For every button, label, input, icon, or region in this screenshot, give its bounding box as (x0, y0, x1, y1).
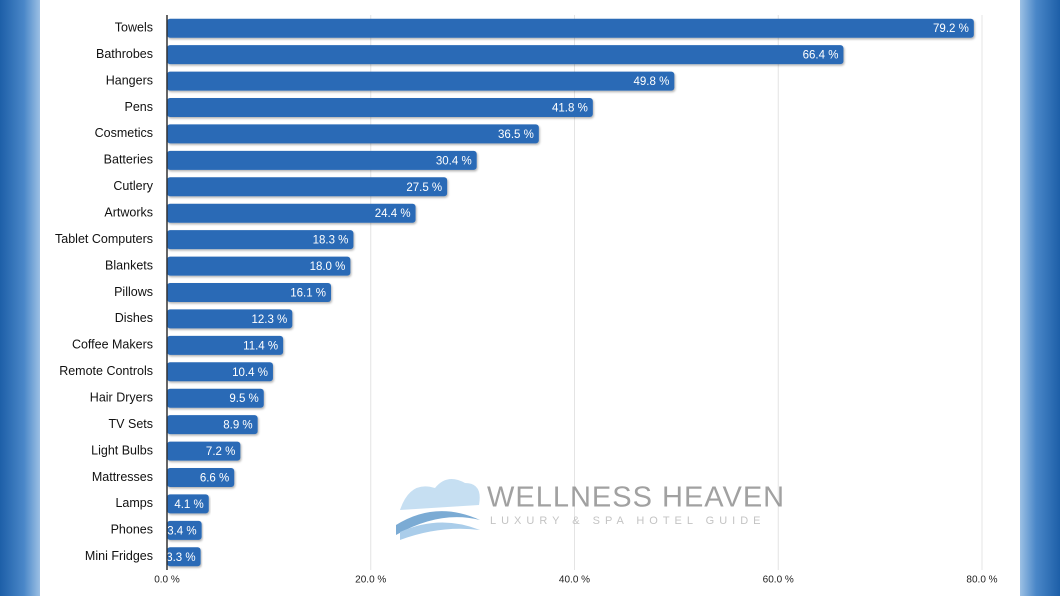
bar (167, 98, 593, 117)
x-tick-label: 80.0 % (966, 575, 997, 586)
bar (167, 415, 258, 435)
value-label: 36.5 % (498, 129, 534, 141)
value-label: 7.2 % (206, 446, 235, 458)
bar (167, 388, 264, 408)
bar (167, 18, 974, 38)
bar (167, 547, 201, 567)
bar (167, 335, 284, 355)
y-tick-label: Remote Controls (59, 364, 153, 378)
y-tick-label: Bathrobes (96, 47, 153, 61)
bar (167, 494, 209, 514)
value-label: 3.4 % (167, 525, 196, 537)
bar (167, 45, 844, 65)
side-panel (1020, 0, 1060, 596)
bar (167, 230, 354, 250)
logo-title: WELLNESS HEAVEN (487, 482, 785, 514)
value-label: 6.6 % (200, 473, 229, 485)
value-label: 3.3 % (166, 552, 195, 564)
y-tick-label: Hangers (106, 73, 153, 87)
x-tick-label: 60.0 % (763, 575, 794, 586)
value-label: 18.3 % (313, 235, 349, 247)
value-label: 24.4 % (375, 208, 411, 220)
y-tick-label: TV Sets (109, 417, 153, 431)
value-label: 66.4 % (803, 50, 839, 62)
value-label: 10.4 % (232, 367, 268, 379)
value-label: 18.0 % (310, 261, 346, 273)
y-tick-label: Pens (125, 100, 154, 114)
bar (167, 362, 273, 382)
y-tick-label: Lamps (115, 496, 153, 510)
bar (167, 283, 332, 302)
bar (167, 71, 675, 91)
value-label: 9.5 % (229, 393, 258, 405)
value-label: 30.4 % (436, 155, 472, 167)
logo-wave (396, 511, 480, 535)
y-tick-label: Towels (115, 21, 153, 35)
value-label: 12.3 % (251, 314, 287, 326)
x-tick-label: 20.0 % (355, 575, 386, 586)
y-tick-label: Blankets (105, 258, 153, 272)
y-tick-label: Coffee Makers (72, 338, 153, 352)
logo (396, 479, 480, 540)
y-tick-label: Mini Fridges (85, 549, 153, 563)
bar (167, 124, 539, 144)
y-tick-label: Pillows (114, 285, 153, 299)
y-tick-label: Dishes (115, 311, 153, 325)
y-tick-label: Mattresses (92, 470, 153, 484)
bar (167, 150, 477, 170)
value-label: 27.5 % (406, 182, 442, 194)
value-label: 49.8 % (634, 76, 670, 88)
y-tick-label: Artworks (104, 206, 153, 220)
value-label: 8.9 % (223, 420, 252, 432)
bar (167, 468, 235, 487)
value-label: 4.1 % (174, 499, 203, 511)
y-tick-label: Cosmetics (95, 126, 153, 140)
y-tick-label: Phones (111, 523, 153, 537)
side-panel (0, 0, 40, 596)
logo-subtitle: LUXURY & SPA HOTEL GUIDE (490, 515, 765, 527)
logo-wave (400, 522, 480, 540)
value-label: 79.2 % (933, 23, 969, 35)
y-tick-label: Hair Dryers (90, 391, 153, 405)
x-tick-label: 0.0 % (154, 575, 180, 586)
y-tick-label: Cutlery (113, 179, 153, 193)
bar (167, 256, 351, 276)
y-tick-label: Tablet Computers (55, 232, 153, 246)
x-tick-label: 40.0 % (559, 575, 590, 586)
value-label: 41.8 % (552, 103, 588, 115)
bar (167, 441, 241, 461)
bar (167, 520, 202, 540)
bar (167, 177, 448, 197)
value-label: 11.4 % (243, 340, 278, 352)
y-tick-label: Batteries (104, 153, 153, 167)
logo-cloud (400, 479, 480, 510)
bar (167, 203, 416, 223)
bar (167, 309, 293, 329)
value-label: 16.1 % (290, 288, 326, 300)
y-tick-label: Light Bulbs (91, 443, 153, 457)
